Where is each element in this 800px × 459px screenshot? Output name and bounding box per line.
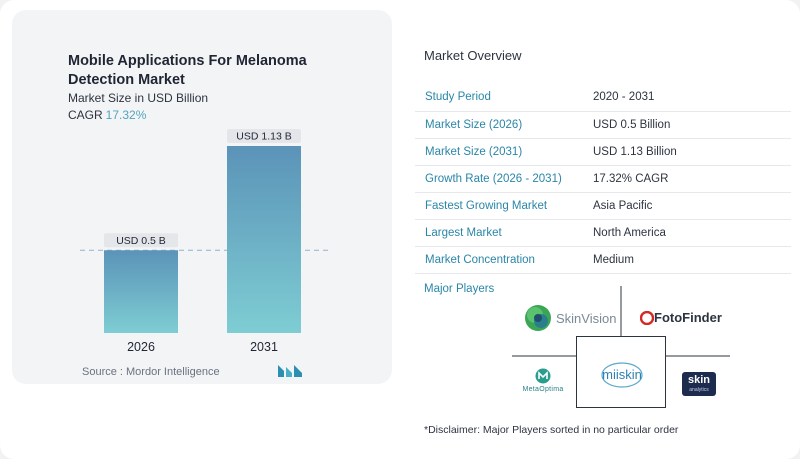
overview-value: Medium bbox=[583, 246, 791, 274]
chart-title: Mobile Applications For Melanoma Detecti… bbox=[68, 53, 307, 88]
overview-key: Market Size (2031) bbox=[415, 138, 583, 166]
overview-value: USD 0.5 Billion bbox=[583, 111, 791, 139]
skinvision-mark-icon bbox=[525, 305, 551, 331]
miiskin-logo: miiskin bbox=[596, 362, 648, 388]
overview-value: 17.32% CAGR bbox=[583, 165, 791, 193]
overview-value: Asia Pacific bbox=[583, 192, 791, 220]
overview-key: Largest Market bbox=[415, 219, 583, 247]
data-label: USD 1.13 B bbox=[236, 131, 291, 143]
source-note: Source : Mordor Intelligence bbox=[82, 366, 220, 378]
overview-value: 2020 - 2031 bbox=[583, 84, 791, 112]
miiskin-wordmark: miiskin bbox=[602, 367, 642, 382]
fotofinder-logo: FotoFinder bbox=[640, 310, 730, 330]
overview-key: Fastest Growing Market bbox=[415, 192, 583, 220]
overview-row: Growth Rate (2026 - 2031) 17.32% CAGR bbox=[415, 165, 791, 193]
overview-row: Largest Market North America bbox=[415, 219, 791, 247]
cagr-line: CAGR 17.32% bbox=[68, 108, 146, 122]
chart-card bbox=[12, 10, 392, 384]
metaoptima-mark-icon bbox=[535, 368, 551, 384]
miiskin-ring-icon bbox=[601, 362, 643, 388]
chart-subtitle: Market Size in USD Billion bbox=[68, 91, 209, 105]
data-label: USD 0.5 B bbox=[116, 235, 166, 247]
overview-key: Growth Rate (2026 - 2031) bbox=[415, 165, 583, 193]
cagr-label: CAGR bbox=[68, 108, 103, 122]
x-tick-label: 2026 bbox=[127, 340, 155, 354]
overview-key: Study Period bbox=[415, 84, 583, 112]
cagr-value: 17.32% bbox=[105, 108, 147, 122]
data-label-bg bbox=[104, 233, 178, 248]
skinvision-wordmark: SkinVision bbox=[556, 311, 617, 326]
metaoptima-wordmark: MetaOptima bbox=[522, 386, 564, 393]
fotofinder-wordmark: FotoFinder bbox=[654, 310, 722, 325]
major-players-title: Major Players bbox=[424, 283, 495, 295]
data-label-bg bbox=[227, 129, 301, 143]
overview-row: Fastest Growing Market Asia Pacific bbox=[415, 192, 791, 220]
fotofinder-mark-icon bbox=[640, 311, 654, 325]
disclaimer: *Disclaimer: Major Players sorted in no … bbox=[424, 424, 679, 436]
overview-value: North America bbox=[583, 219, 791, 247]
skin-analytics-wordmark: skin bbox=[687, 374, 710, 386]
overview-key: Market Concentration bbox=[415, 246, 583, 274]
overview-value: USD 1.13 Billion bbox=[583, 138, 791, 166]
overview-row: Market Size (2031) USD 1.13 Billion bbox=[415, 138, 791, 166]
overview-key: Market Size (2026) bbox=[415, 111, 583, 139]
overview-row: Market Size (2026) USD 0.5 Billion bbox=[415, 111, 791, 139]
metaoptima-logo: MetaOptima bbox=[515, 368, 571, 396]
bar-2031 bbox=[227, 146, 301, 333]
skin-analytics-subtext: analytics bbox=[689, 387, 709, 393]
x-tick-label: 2031 bbox=[250, 340, 278, 354]
bar-chart: USD 0.5 B 2026 USD 1.13 B 2031 bbox=[80, 129, 330, 354]
overview-row: Market Concentration Medium bbox=[415, 246, 791, 274]
skin-analytics-logo: skin analytics bbox=[682, 372, 716, 396]
skinvision-logo: SkinVision bbox=[524, 304, 617, 334]
market-overview-title: Market Overview bbox=[424, 48, 522, 63]
mordor-intelligence-logo bbox=[278, 365, 302, 377]
overview-row: Study Period 2020 - 2031 bbox=[415, 84, 791, 112]
market-overview-table: Study Period 2020 - 2031 Market Size (2026… bbox=[415, 84, 791, 274]
bar-2026 bbox=[104, 250, 178, 333]
